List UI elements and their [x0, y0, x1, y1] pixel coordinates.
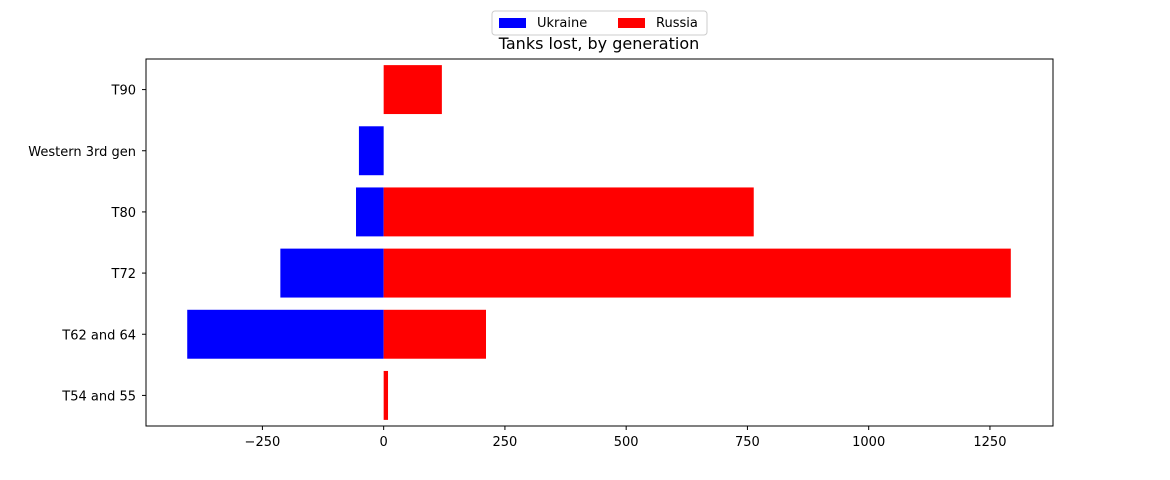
bar-russia-t62-and-64	[383, 309, 487, 359]
bar-ukraine-t72	[280, 248, 384, 298]
bar-ukraine-t62-and-64	[187, 309, 384, 359]
x-tick-label: −250	[245, 435, 281, 450]
bar-russia-t72	[383, 248, 1011, 298]
y-tick-label: T62 and 64	[61, 328, 136, 343]
x-tick-label: 0	[380, 435, 388, 450]
bar-ukraine-western-3rd-gen	[358, 126, 384, 176]
y-axis: T54 and 55 T62 and 64 T72 T80 Western 3rd ge…	[28, 84, 146, 404]
chart-title: Tanks lost, by generation	[498, 34, 700, 53]
x-axis: −250 0 250 500 750 1000 1250	[245, 426, 1006, 450]
bar-russia-t54-and-55	[383, 370, 389, 420]
bars-layer	[187, 65, 1011, 420]
bar-ukraine-t80	[356, 187, 384, 237]
x-tick-label: 750	[735, 435, 760, 450]
y-tick-label: Western 3rd gen	[28, 145, 136, 160]
y-tick-label: T90	[111, 84, 136, 99]
y-tick-label: T72	[111, 267, 136, 282]
legend-label-russia: Russia	[656, 16, 698, 31]
y-tick-label: T54 and 55	[61, 389, 136, 404]
plot-frame	[145, 58, 1054, 427]
legend-swatch-russia	[618, 18, 645, 28]
legend-label-ukraine: Ukraine	[537, 16, 587, 31]
x-tick-label: 250	[493, 435, 518, 450]
x-tick-label: 1250	[973, 435, 1006, 450]
x-tick-label: 1000	[852, 435, 885, 450]
legend-frame	[491, 10, 708, 36]
legend-swatch-ukraine	[499, 18, 526, 28]
y-tick-label: T80	[111, 206, 136, 221]
legend: Ukraine Russia	[491, 10, 708, 36]
x-tick-label: 500	[614, 435, 639, 450]
bar-russia-t80	[383, 187, 754, 237]
bar-russia-t90	[383, 65, 442, 115]
